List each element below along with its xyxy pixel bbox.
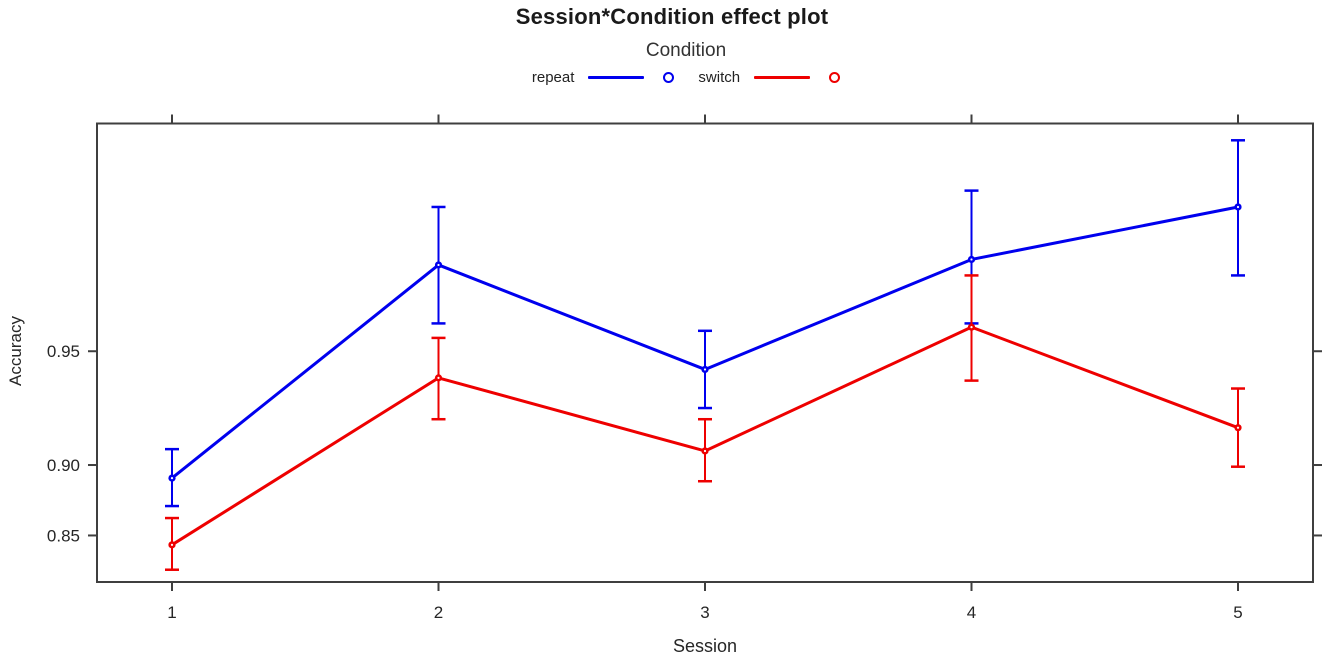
data-point-center [1236, 205, 1240, 209]
x-tick-label: 1 [167, 603, 176, 622]
plot-frame [96, 122, 1314, 583]
legend-title: Condition [645, 40, 727, 61]
data-point-center [170, 476, 174, 480]
data-point-center [970, 258, 973, 261]
data-point-center [703, 368, 707, 371]
data-point-center [703, 449, 707, 453]
legend-line-repeat-icon [588, 76, 645, 79]
x-tick-label: 2 [434, 603, 443, 622]
y-tick-label: 0.95 [47, 342, 80, 361]
x-axis-label: Session [672, 636, 738, 656]
x-tick-label: 5 [1233, 603, 1242, 622]
data-point-center [437, 376, 440, 379]
y-tick-label: 0.90 [47, 456, 80, 475]
legend-label-repeat: repeat [531, 69, 575, 86]
chart-title: Session*Condition effect plot [515, 4, 829, 29]
legend-label-switch: switch [698, 69, 741, 86]
legend-marker-repeat-icon [663, 72, 675, 83]
data-point-center [170, 543, 174, 546]
data-point-center [1236, 426, 1240, 429]
x-tick-label: 4 [967, 603, 976, 622]
data-point-center [970, 326, 973, 329]
y-tick-label: 0.85 [47, 526, 80, 545]
legend: repeat switch [22, 69, 1328, 86]
data-point-center [437, 263, 440, 267]
legend-line-switch-icon [754, 76, 811, 79]
x-tick-label: 3 [700, 603, 709, 622]
legend-marker-switch-icon [829, 72, 841, 83]
